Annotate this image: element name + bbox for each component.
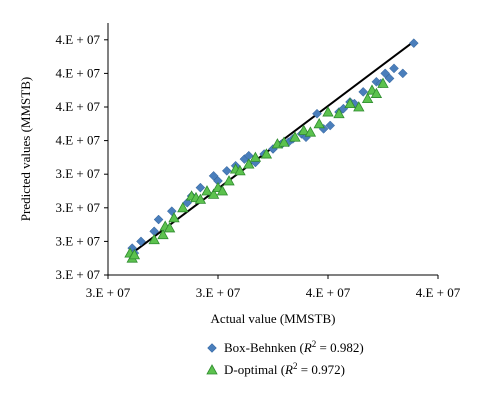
d-optimal-point [194, 193, 207, 204]
y-tick-label: 3.E + 07 [55, 166, 100, 181]
d-optimal-point [157, 228, 169, 240]
d-optimal-point [260, 148, 273, 159]
x-tick-label: 3.E + 07 [196, 285, 241, 300]
d-optimal-point [313, 117, 325, 129]
box-behnken-point [325, 120, 336, 131]
d-optimal-point [243, 158, 255, 169]
box-behnken-point [380, 68, 391, 79]
d-optimal-point [148, 233, 160, 245]
d-optimal-point [370, 87, 383, 98]
x-tick-label: 4.E + 07 [306, 285, 351, 300]
d-optimal-point [207, 188, 220, 199]
d-optimal-point [234, 165, 246, 176]
box-behnken-point [408, 38, 419, 49]
x-tick-labels: 3.E + 07 3.E + 07 4.E + 07 4.E + 07 [86, 275, 461, 300]
legend-series-name: Box-Behnken [224, 340, 297, 355]
y-axis-title: Predicted values (MMSTB) [18, 77, 33, 221]
d-optimal-point [361, 92, 374, 103]
d-optimal-point [128, 249, 141, 260]
y-tick-label: 3.E + 07 [55, 267, 100, 282]
box-behnken-point [397, 68, 408, 79]
d-optimal-point [344, 97, 356, 109]
x-tick-label: 3.E + 07 [86, 285, 131, 300]
legend: Box-Behnken (R2 = 0.982) D-optimal (R2 = … [206, 339, 364, 377]
d-optimal-point [168, 212, 180, 223]
d-optimal-point [163, 222, 176, 233]
box-behnken-point [136, 236, 146, 247]
x-tick-label: 4.E + 07 [416, 285, 461, 300]
d-optimal-point [333, 107, 345, 119]
box-behnken-point [389, 63, 399, 74]
box-behnken-point [384, 73, 395, 84]
box-behnken-point [153, 214, 164, 225]
legend-entry: D-optimal (R2 = 0.972) [224, 361, 345, 377]
y-tick-label: 3.E + 07 [55, 233, 100, 248]
d-optimal-point [223, 175, 235, 186]
d-optimal-point [304, 126, 317, 137]
d-optimal-point [377, 77, 389, 88]
box-behnken-point [208, 171, 219, 181]
d-optimal-point [278, 136, 290, 147]
d-optimal-point [249, 151, 262, 162]
d-optimal-point [322, 106, 334, 117]
y-tick-label: 4.E + 07 [55, 133, 100, 148]
data-points [124, 38, 419, 263]
y-tick-label: 4.E + 07 [55, 32, 100, 47]
y-tick-labels: 3.E + 07 3.E + 07 3.E + 07 3.E + 07 4.E + 07… [55, 32, 108, 282]
y-tick-label: 3.E + 07 [55, 200, 100, 215]
y-tick-label: 4.E + 07 [55, 65, 100, 80]
box-behnken-point [358, 87, 369, 97]
legend-series-name: D-optimal [224, 362, 278, 377]
d-optimal-point [353, 101, 365, 112]
y-tick-label: 4.E + 07 [55, 99, 100, 114]
d-optimal-point [177, 201, 189, 213]
x-axis-title: Actual value (MMSTB) [211, 311, 336, 326]
legend-r2-value: 0.982 [330, 340, 359, 355]
d-optimal-point [216, 185, 229, 196]
d-optimal-point [298, 124, 310, 135]
axes [107, 23, 438, 276]
d-optimal-point [201, 185, 213, 196]
box-behnken-point [312, 108, 322, 119]
box-behnken-point [182, 197, 193, 208]
box-behnken-point [195, 182, 206, 193]
legend-entry: Box-Behnken (R2 = 0.982) [224, 339, 364, 355]
legend-marker-d-optimal [206, 364, 218, 375]
legend-marker-box-behnken [207, 343, 217, 353]
legend-r2-value: 0.972 [311, 362, 340, 377]
box-behnken-point [221, 165, 232, 176]
d-optimal-point [289, 131, 301, 142]
